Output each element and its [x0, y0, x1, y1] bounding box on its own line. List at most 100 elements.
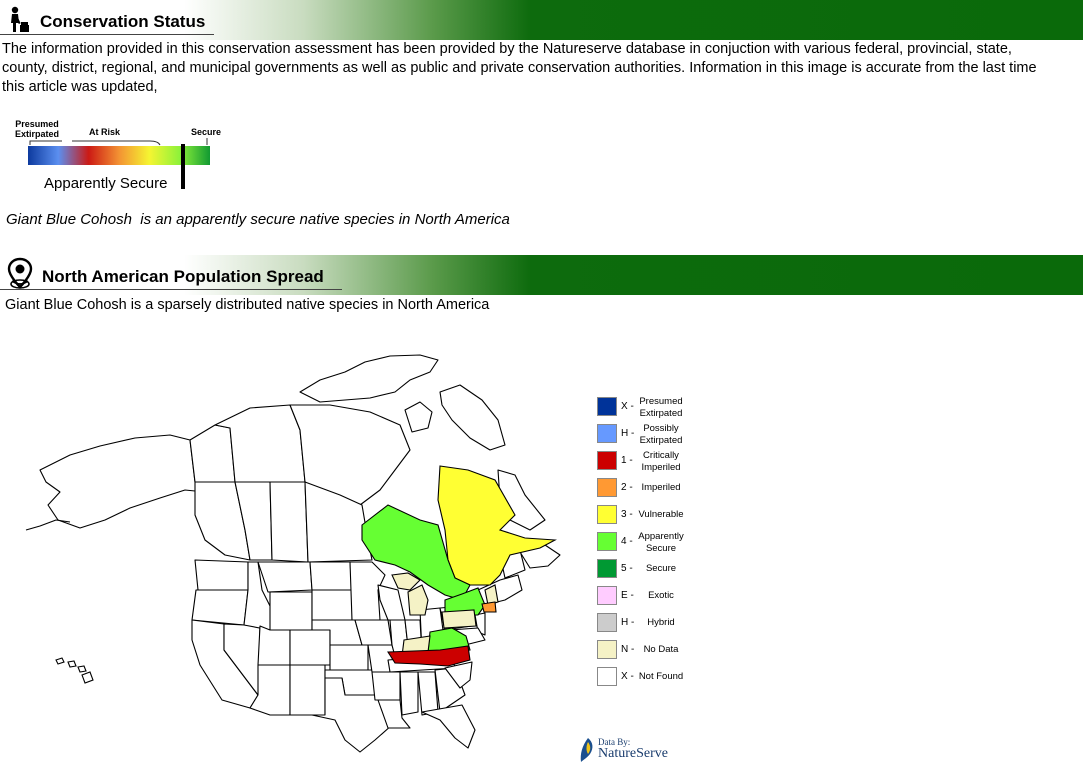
conservation-summary: Giant Blue Cohosh is an apparently secur… — [6, 211, 510, 228]
new-mexico — [289, 664, 326, 716]
legend-item: 3 - Vulnerable — [597, 505, 697, 525]
legend-code: X - — [621, 671, 634, 682]
scale-marker — [181, 144, 185, 189]
legend-desc: Not Found — [638, 671, 684, 682]
legend-item: 4 - Apparently Secure — [597, 531, 697, 554]
south-carolina — [444, 661, 473, 689]
scale-label-presumed: Presumed Extirpated — [14, 119, 59, 139]
pa-region — [441, 609, 477, 629]
legend-swatch — [597, 397, 617, 416]
wisconsin — [377, 584, 406, 621]
conservation-header: Conservation Status — [0, 0, 1083, 40]
population-summary: Giant Blue Cohosh is a sparsely distribu… — [5, 297, 490, 313]
legend-swatch — [597, 424, 617, 443]
credit-line2: NatureServe — [598, 746, 668, 761]
arkansas — [371, 671, 401, 701]
legend-swatch — [597, 640, 617, 659]
utah — [257, 625, 291, 666]
connecticut-ri — [481, 601, 497, 613]
mississippi — [399, 671, 419, 716]
alabama — [417, 671, 439, 716]
north-america-map — [25, 354, 561, 753]
north-carolina — [387, 645, 471, 667]
legend-item: H - Possibly Extirpated — [597, 423, 697, 446]
legend-swatch — [597, 586, 617, 605]
legend-swatch — [597, 478, 617, 497]
legend-desc: Apparently Secure — [638, 531, 684, 554]
legend-desc: Presumed Extirpated — [639, 396, 683, 419]
legend-code: 2 - — [621, 482, 633, 493]
section-title: Conservation Status — [40, 12, 206, 31]
legend-desc: Critically Imperiled — [641, 450, 681, 473]
washington — [194, 559, 249, 591]
legend-desc: Possibly Extirpated — [639, 423, 683, 446]
north-dakota — [309, 561, 353, 591]
florida — [421, 704, 476, 749]
texas — [311, 677, 393, 753]
hiker-icon — [11, 6, 29, 32]
legend-desc: Vulnerable — [638, 509, 684, 520]
status-scale: Presumed Extirpated At Risk Secure Appare… — [0, 115, 240, 195]
legend-item: 2 - Imperiled — [597, 478, 697, 498]
greenland-edge — [404, 401, 433, 433]
alberta — [234, 481, 273, 561]
yukon — [189, 424, 236, 483]
alaska — [39, 434, 206, 529]
south-dakota — [311, 589, 353, 621]
legend-item: H - Hybrid — [597, 613, 697, 633]
legend-code: 3 - — [621, 509, 633, 520]
legend-item: X - Presumed Extirpated — [597, 396, 697, 419]
colorado — [289, 629, 331, 666]
legend-swatch — [597, 451, 617, 470]
natureserve-credit: Data By: NatureServe — [578, 736, 688, 766]
oregon — [191, 589, 249, 626]
natureserve-logo-icon — [580, 738, 593, 762]
legend-item: N - No Data — [597, 640, 697, 660]
credit-line1: Data By: — [598, 737, 631, 747]
location-globe-icon — [7, 257, 33, 289]
michigan-upper — [391, 572, 421, 591]
current-status-label: Apparently Secure — [44, 175, 168, 192]
population-header: North American Population Spread — [0, 255, 1083, 295]
legend-swatch — [597, 559, 617, 578]
legend-code: H - — [621, 428, 635, 439]
legend-item: 5 - Secure — [597, 559, 697, 579]
legend-desc: Exotic — [648, 590, 674, 601]
scale-label-at-risk: At Risk — [89, 127, 121, 137]
aleutians — [25, 519, 71, 531]
legend-desc: Hybrid — [647, 617, 675, 628]
scale-label-secure: Secure — [191, 127, 222, 137]
hawaii — [55, 657, 94, 684]
iowa — [354, 619, 393, 646]
legend-code: 4 - — [621, 536, 633, 547]
wyoming — [269, 591, 313, 631]
quebec — [437, 465, 557, 586]
michigan-lower — [407, 584, 429, 616]
legend-swatch — [597, 667, 617, 686]
legend-code: E - — [621, 590, 634, 601]
louisiana — [377, 699, 411, 729]
legend-swatch — [597, 613, 617, 632]
scale-brackets — [29, 138, 208, 146]
scale-color-bar — [28, 146, 210, 165]
legend-desc: Imperiled — [641, 482, 681, 493]
title-underline — [0, 289, 342, 290]
montana — [257, 561, 313, 593]
new-jersey — [474, 612, 486, 636]
legend-swatch — [597, 532, 617, 551]
kansas — [329, 644, 369, 671]
section-title: North American Population Spread — [42, 267, 324, 286]
title-underline — [0, 34, 214, 35]
minnesota — [349, 561, 386, 621]
arctic-islands — [299, 354, 439, 403]
conservation-description: The information provided in this conserv… — [2, 41, 1037, 95]
legend-item: 1 - Critically Imperiled — [597, 450, 697, 473]
legend-desc: Secure — [645, 563, 677, 574]
legend-code: 5 - — [621, 563, 633, 574]
vermont-nh — [484, 584, 499, 606]
legend-code: N - — [621, 644, 635, 655]
legend-swatch — [597, 505, 617, 524]
legend-desc: No Data — [643, 644, 679, 655]
saskatchewan — [269, 481, 309, 563]
legend-code: H - — [621, 617, 635, 628]
